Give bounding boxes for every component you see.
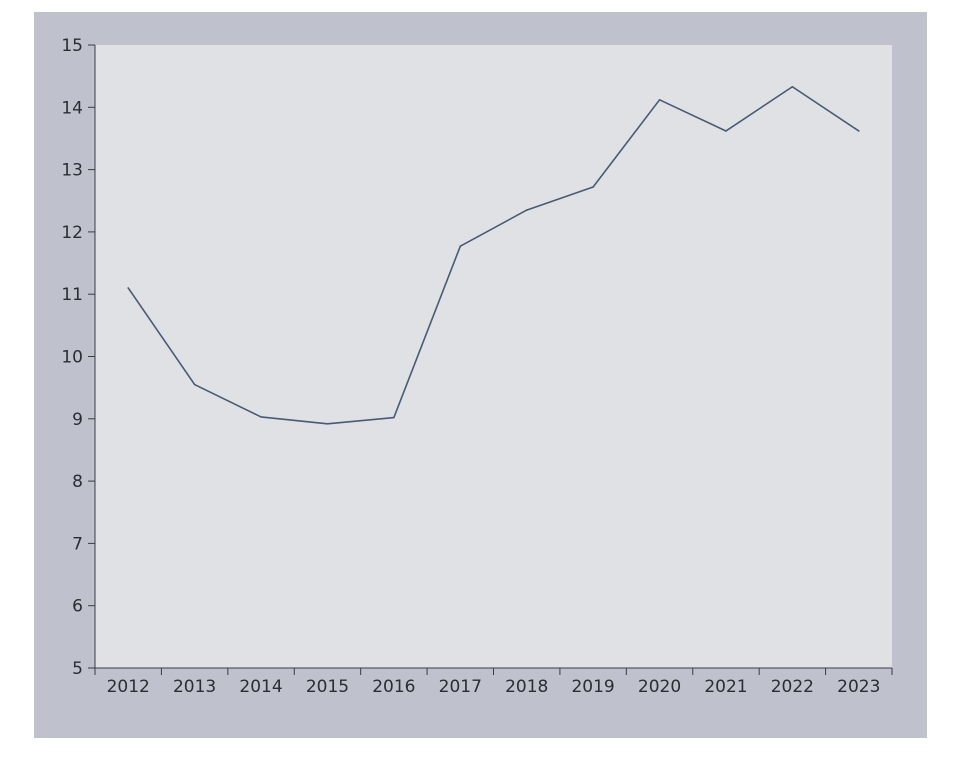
y-tick-label: 6 [72, 597, 83, 617]
y-tick-label: 13 [61, 161, 83, 181]
x-tick-label: 2012 [107, 677, 150, 697]
x-tick-label: 2020 [638, 677, 681, 697]
y-tick-label: 8 [72, 472, 83, 492]
y-tick-label: 15 [61, 36, 83, 56]
data-point [193, 383, 196, 386]
x-tick-label: 2013 [173, 677, 216, 697]
y-tick-label: 12 [61, 223, 83, 243]
series-group [127, 85, 860, 425]
y-tick-label: 14 [61, 98, 83, 118]
x-tick-label: 2023 [837, 677, 880, 697]
data-point [725, 130, 727, 132]
y-tick-label: 11 [61, 285, 83, 305]
x-tick-label: 2019 [571, 677, 614, 697]
x-tick-label: 2017 [439, 677, 482, 697]
data-point [658, 99, 661, 101]
x-axis-ticks: 2012 2013 2014 2015 2016 2017 2018 2019 2020 2021… [94, 668, 893, 697]
series-line [127, 85, 860, 425]
data-point [127, 287, 130, 289]
data-point [459, 245, 462, 248]
plot-area [95, 45, 892, 668]
x-tick-label: 2016 [372, 677, 415, 697]
x-tick-label: 2015 [306, 677, 349, 697]
y-tick-label: 7 [72, 534, 83, 554]
data-point [525, 209, 528, 211]
y-tick-label: 10 [61, 348, 83, 368]
data-point [260, 416, 262, 418]
data-point [326, 422, 329, 425]
x-tick-label: 2014 [239, 677, 282, 697]
x-tick-label: 2018 [505, 677, 548, 697]
data-point [393, 416, 395, 419]
data-point [791, 85, 794, 88]
data-point [592, 186, 594, 188]
y-axis-ticks: 5 6 7 8 9 10 11 12 13 14 15 [61, 36, 95, 679]
x-tick-label: 2021 [704, 677, 747, 697]
y-tick-label: 9 [72, 410, 83, 430]
data-point [857, 130, 860, 132]
y-tick-label: 5 [72, 659, 83, 679]
x-tick-label: 2022 [771, 677, 814, 697]
